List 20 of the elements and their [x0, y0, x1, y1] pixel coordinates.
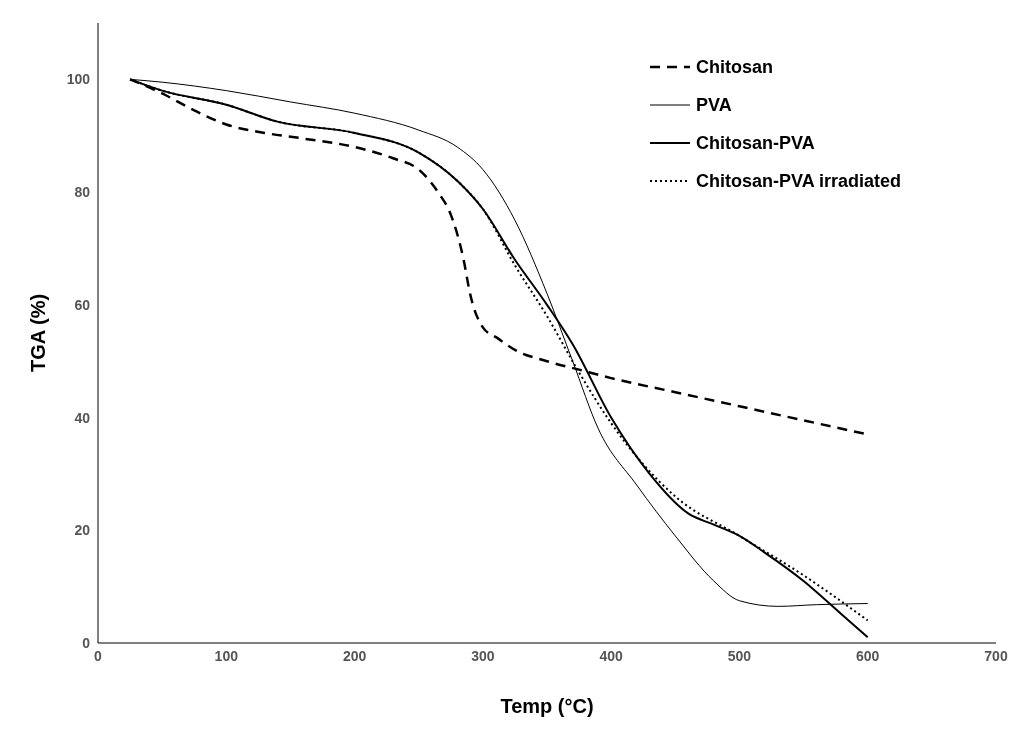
y-tick-label: 20	[74, 522, 91, 539]
y-tick-label: 60	[74, 296, 91, 313]
y-tick-label: 100	[66, 71, 91, 88]
x-tick-label: 500	[727, 647, 752, 664]
x-tick-label: 700	[984, 647, 1008, 664]
x-tick-label: 600	[856, 647, 880, 664]
x-tick-label: 0	[94, 647, 103, 664]
y-axis-title: TGA (%)	[27, 293, 50, 373]
legend-label: Chitosan	[696, 56, 774, 78]
x-tick-label: 100	[214, 647, 239, 664]
x-axis-title: Temp (°C)	[500, 695, 594, 717]
y-tick-label: 40	[74, 409, 91, 426]
x-tick-label: 400	[599, 647, 624, 664]
legend-label: PVA	[696, 94, 732, 116]
legend-label: Chitosan-PVA	[696, 132, 815, 154]
y-tick-label: 80	[74, 184, 91, 201]
y-tick-label: 0	[82, 634, 91, 651]
x-tick-label: 300	[471, 647, 495, 664]
legend-label: Chitosan-PVA irradiated	[696, 170, 902, 192]
x-tick-label: 200	[342, 647, 367, 664]
